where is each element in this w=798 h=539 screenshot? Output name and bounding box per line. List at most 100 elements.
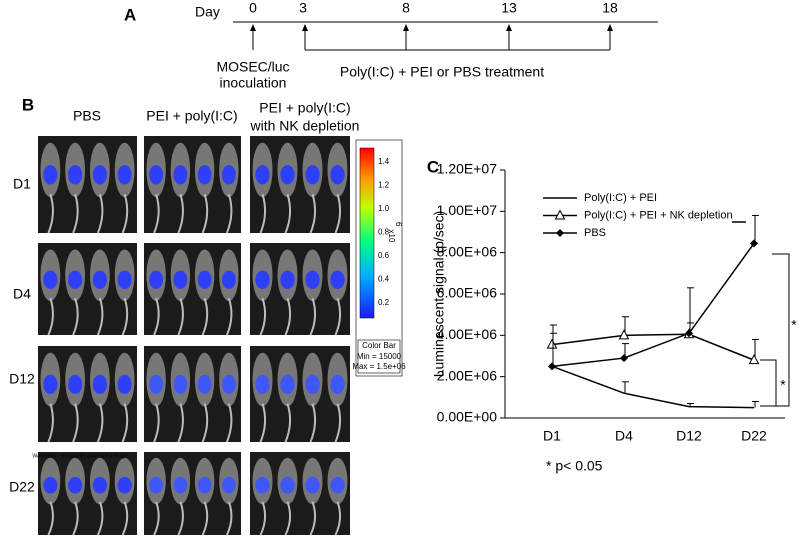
- signal-blob: [68, 476, 83, 494]
- signal-blob: [255, 270, 270, 289]
- signal-blob: [92, 374, 107, 394]
- panel-label: A: [124, 5, 136, 24]
- arrow-head: [250, 24, 256, 31]
- color-bar: [359, 147, 375, 319]
- warning: WARNING - Saturated Luminescent Image: [32, 453, 127, 459]
- mouse-tail: [153, 193, 160, 234]
- mouse-tail: [201, 297, 209, 336]
- signal-blob: [305, 165, 320, 185]
- marker: [748, 354, 760, 365]
- error-bar: [752, 400, 759, 408]
- mouse-tail: [309, 403, 317, 443]
- mouse-tail: [177, 501, 184, 536]
- signal-blob: [68, 270, 83, 289]
- signal-blob: [221, 374, 236, 394]
- mouse-tail: [96, 501, 104, 536]
- signal-blob: [330, 270, 345, 289]
- treatment-text: Poly(I:C) + PEI or PBS treatment: [340, 64, 544, 80]
- color-bar-tick: 0.4: [378, 275, 390, 284]
- mouse-tail: [201, 193, 209, 234]
- signal-blob: [173, 270, 188, 289]
- column-header: PEI + poly(I:C): [259, 100, 350, 116]
- signal-blob: [43, 476, 58, 494]
- color-bar-tick: 1.4: [378, 157, 390, 166]
- signal-blob: [255, 476, 270, 494]
- error-bar: [550, 332, 557, 367]
- y-tick-label: 2.00E+06: [437, 367, 498, 383]
- day-number: 0: [249, 0, 257, 16]
- marker: [554, 209, 566, 220]
- signal-blob: [43, 374, 58, 394]
- signal-blob: [92, 476, 107, 494]
- signal-blob: [43, 165, 58, 185]
- legend-label: Poly(I:C) + PEI + NK depletion: [584, 209, 733, 221]
- series-line: [551, 365, 755, 409]
- mouse-tail: [259, 193, 267, 234]
- significance: *: [780, 377, 786, 393]
- column-header: PBS: [73, 108, 101, 124]
- arrow-head: [403, 24, 409, 31]
- mouse-tail: [334, 501, 342, 536]
- arrow-head: [607, 24, 613, 31]
- x-tick-label: D1: [543, 428, 561, 444]
- marker: [618, 329, 630, 340]
- mouse-tail: [72, 297, 79, 336]
- signal-blob: [149, 165, 164, 185]
- y-tick-label: 1.00E+07: [437, 202, 498, 218]
- signal-blob: [280, 165, 295, 185]
- mouse-tail: [47, 193, 54, 234]
- y-tick-label: 1.20E+07: [437, 161, 498, 177]
- signal-blob: [68, 374, 83, 394]
- signal-blob: [330, 374, 345, 394]
- legend-label: Poly(I:C) + PEI: [584, 192, 657, 204]
- mouse-tail: [96, 403, 104, 443]
- mouse-tail: [153, 297, 160, 336]
- x-tick-label: D4: [615, 428, 633, 444]
- signal-blob: [280, 476, 295, 494]
- signal-blob: [149, 374, 164, 394]
- signal-blob: [197, 476, 212, 494]
- signal-blob: [280, 374, 295, 394]
- signal-blob: [92, 165, 107, 185]
- column-header: PEI + poly(I:C): [146, 108, 237, 124]
- mouse-tail: [284, 297, 292, 336]
- y-tick-label: 0.00E+00: [437, 409, 498, 425]
- signal-blob: [197, 165, 212, 185]
- y-axis-label: Luminescent signal (p/sec): [431, 211, 447, 378]
- arrow-head: [302, 24, 308, 31]
- signal-blob: [92, 270, 107, 289]
- mouse-tail: [121, 501, 129, 536]
- signal-blob: [173, 165, 188, 185]
- mouse-tail: [47, 297, 54, 336]
- mouse-tail: [96, 297, 104, 336]
- mouse-tail: [259, 403, 267, 443]
- signal-blob: [305, 374, 320, 394]
- day-number: 3: [299, 0, 307, 16]
- x-tick-label: D22: [741, 428, 767, 444]
- signal-blob: [305, 270, 320, 289]
- signal-blob: [197, 374, 212, 394]
- color-bar-tick: 1.0: [378, 204, 390, 213]
- marker: [546, 338, 558, 349]
- row-label: D4: [13, 286, 31, 302]
- marker: [548, 362, 556, 371]
- signal-blob: [149, 270, 164, 289]
- mouse-tail: [334, 403, 342, 443]
- marker: [750, 239, 758, 248]
- mouse-tail: [334, 193, 342, 234]
- inoculation-text: MOSEC/luc: [216, 59, 289, 75]
- panel-label: B: [22, 95, 34, 114]
- mouse-tail: [72, 501, 79, 536]
- signal-blob: [117, 476, 132, 494]
- y-tick-label: 6.00E+06: [437, 285, 498, 301]
- color-bar-unit: x10: [387, 230, 396, 243]
- color-bar-tick: 0.6: [378, 251, 390, 260]
- mouse-tail: [201, 403, 209, 443]
- footnote: * p< 0.05: [546, 458, 603, 474]
- signal-blob: [173, 476, 188, 494]
- mouse-tail: [259, 501, 267, 536]
- signal-blob: [255, 374, 270, 394]
- row-label: D12: [9, 371, 35, 387]
- day-label: Day: [195, 4, 220, 20]
- day-number: 18: [602, 0, 618, 16]
